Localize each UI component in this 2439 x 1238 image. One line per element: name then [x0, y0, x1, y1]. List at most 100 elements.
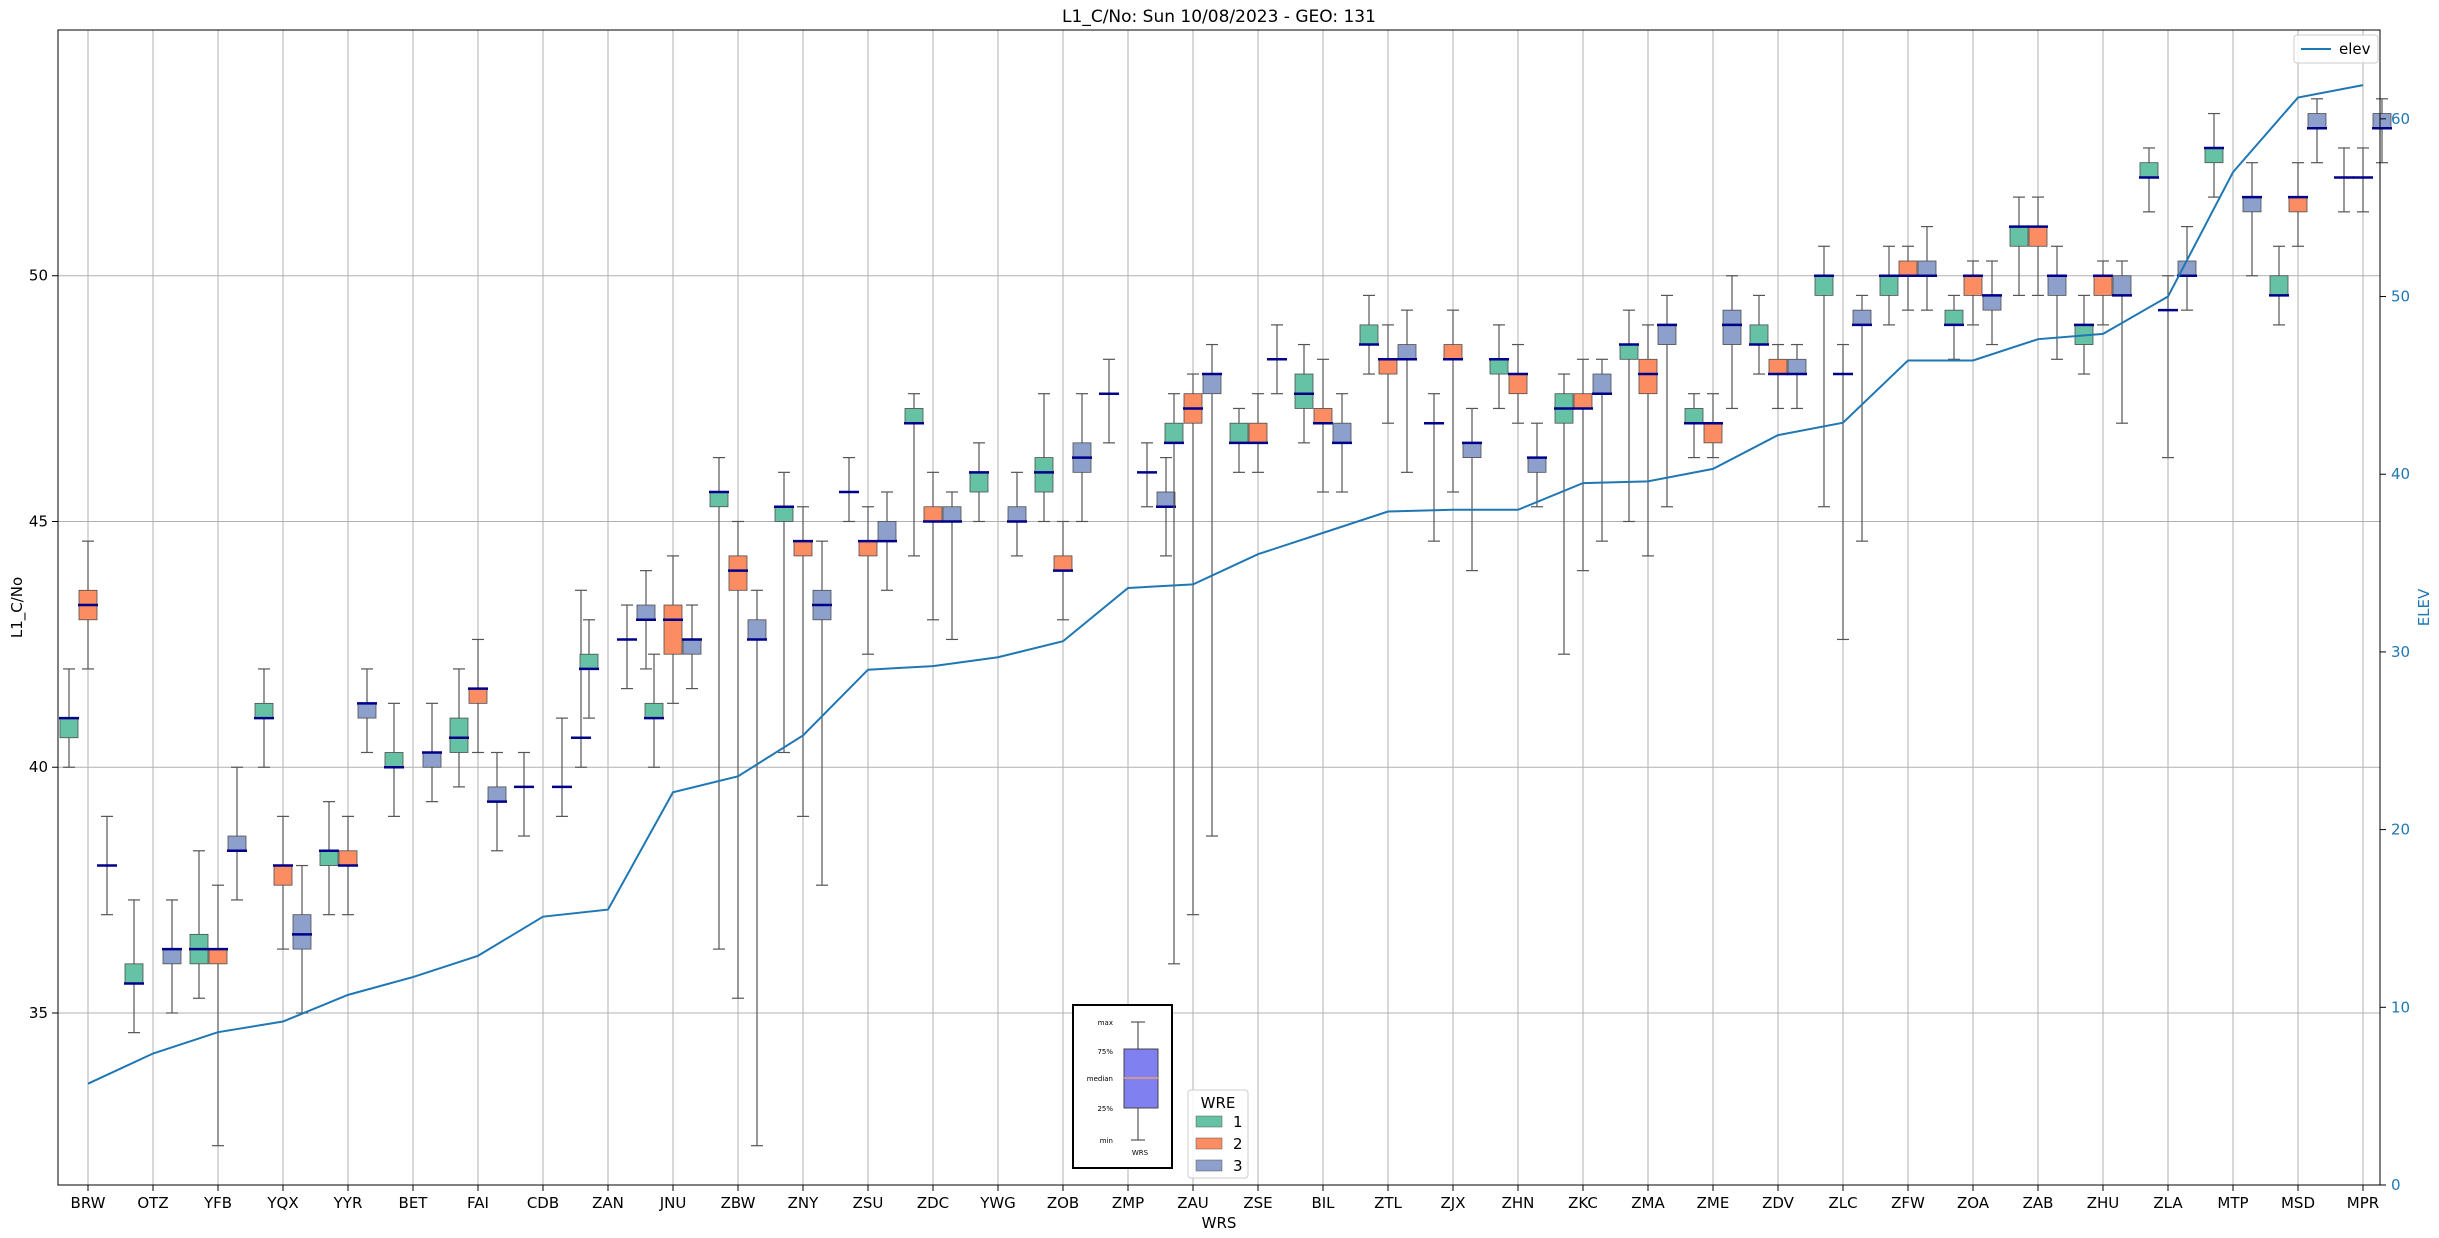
box-ZKC-wre3 — [1592, 358, 1612, 542]
x-tick-label: ZAN — [592, 1194, 624, 1212]
x-tick-label: YQX — [266, 1194, 298, 1212]
y2-tick-label: 50 — [2391, 288, 2410, 306]
box-body — [2112, 275, 2132, 296]
x-tick-label: ZSE — [1243, 1194, 1272, 1212]
x-tick-label: MSD — [2281, 1194, 2315, 1212]
y2-tick-label: 0 — [2391, 1176, 2401, 1194]
elev-legend: elev — [2293, 34, 2379, 64]
y-tick-label: 50 — [29, 267, 48, 285]
x-tick-label: BRW — [71, 1194, 106, 1212]
box-ZLC-wre2 — [1833, 343, 1853, 641]
box-body — [1489, 358, 1509, 375]
box-ZDC-wre2 — [923, 471, 943, 621]
key-label-25: 25% — [1097, 1105, 1113, 1113]
box-ZME-wre2 — [1703, 393, 1723, 459]
box-FAI-wre1 — [449, 668, 469, 788]
x-tick-label: ZOA — [1957, 1194, 1990, 1212]
key-label-max: max — [1098, 1019, 1113, 1027]
box-body — [1007, 506, 1027, 522]
x-tick-label: ZDC — [917, 1194, 949, 1212]
box-body — [227, 835, 247, 852]
box-body — [1053, 555, 1073, 572]
wre-legend-swatch-2 — [1195, 1137, 1223, 1150]
box-ZLC-wre1 — [1814, 245, 1834, 508]
box-ZMA-wre1 — [1619, 309, 1639, 523]
box-ZAB-wre2 — [2028, 196, 2048, 297]
box-ZOA-wre1 — [1944, 294, 1964, 360]
box-ZDC-wre1 — [904, 393, 924, 557]
x-tick-label: ZKC — [1568, 1194, 1598, 1212]
box-CDB-wre3 — [552, 717, 572, 817]
box-body — [1592, 373, 1612, 395]
x-tick-label: YFB — [203, 1194, 232, 1212]
x-tick-label: ZNY — [788, 1194, 819, 1212]
box-body — [1508, 373, 1528, 395]
y2-tick-label: 10 — [2391, 998, 2410, 1016]
y2-axis-label: ELEV — [2415, 588, 2433, 626]
box-YQX-wre2 — [273, 815, 293, 950]
box-body — [254, 702, 274, 719]
box-body — [487, 786, 507, 803]
box-ZFW-wre2 — [1898, 245, 1918, 311]
box-ZSU-wre2 — [858, 506, 878, 655]
box-MSD-wre2 — [2288, 162, 2308, 247]
box-body — [877, 521, 897, 542]
box-body — [2009, 226, 2029, 247]
box-body — [2307, 113, 2327, 129]
box-body — [1164, 422, 1184, 444]
box-ZSE-wre2 — [1248, 393, 1268, 473]
box-YYR-wre2 — [338, 815, 358, 916]
x-tick-label: ZOB — [1047, 1194, 1079, 1212]
x-tick-label: ZBW — [721, 1194, 756, 1212]
box-body — [1378, 358, 1398, 375]
key-label-75: 75% — [1097, 1048, 1113, 1056]
box-body — [2047, 275, 2067, 296]
box-layer — [59, 98, 2392, 1147]
wre-legend: WRE 1 2 3 — [1187, 1089, 1249, 1179]
box-body — [1573, 393, 1593, 409]
box-BRW-wre2 — [78, 540, 98, 670]
elev-line-layer — [87, 84, 2364, 1085]
y-ticks: 35 40 45 50 — [29, 267, 58, 1022]
box-ZOA-wre3 — [1982, 260, 2002, 346]
x-tick-label: ZFW — [1891, 1194, 1925, 1212]
elev-legend-frame — [2293, 34, 2379, 64]
box-body — [2093, 275, 2113, 296]
box-ZOB-wre3 — [1072, 393, 1092, 523]
box-ZAN-wre3 — [617, 604, 637, 690]
box-body — [2372, 113, 2392, 129]
box-ZBW-wre1 — [709, 456, 729, 950]
box-MTP-wre3 — [2242, 162, 2262, 277]
box-body — [2028, 226, 2048, 247]
box-body — [124, 963, 144, 984]
x-tick-label: BET — [399, 1194, 429, 1212]
box-ZOB-wre1 — [1034, 393, 1054, 523]
box-body — [969, 471, 989, 493]
box-body — [1619, 344, 1639, 360]
box-body — [1703, 422, 1723, 444]
box-ZAB-wre3 — [2047, 245, 2067, 360]
box-body — [1443, 344, 1463, 360]
box-body — [663, 604, 683, 655]
box-body — [1397, 344, 1417, 360]
box-ZTL-wre3 — [1397, 309, 1417, 473]
box-body — [923, 506, 943, 522]
wre-legend-title: WRE — [1201, 1094, 1236, 1112]
box-body — [292, 914, 312, 950]
box-body — [1944, 309, 1964, 326]
box-body — [449, 717, 469, 753]
box-YFB-wre3 — [227, 766, 247, 901]
box-body — [904, 408, 924, 424]
x-tick-label: ZAU — [1177, 1194, 1209, 1212]
elev-line — [87, 84, 2364, 1085]
y-tick-label: 35 — [29, 1004, 48, 1022]
box-OTZ-wre3 — [162, 899, 182, 1014]
x-ticks: BRW OTZ YFB YQX YYR BET FAI CDB ZAN JNU ZBW ZNY ZSU Z… — [71, 1185, 2379, 1212]
box-body — [1814, 275, 1834, 296]
box-body — [1684, 408, 1704, 424]
box-body — [208, 948, 228, 965]
box-ZAN-wre4 — [636, 570, 656, 670]
box-ZLA-wre2 — [2158, 275, 2178, 459]
